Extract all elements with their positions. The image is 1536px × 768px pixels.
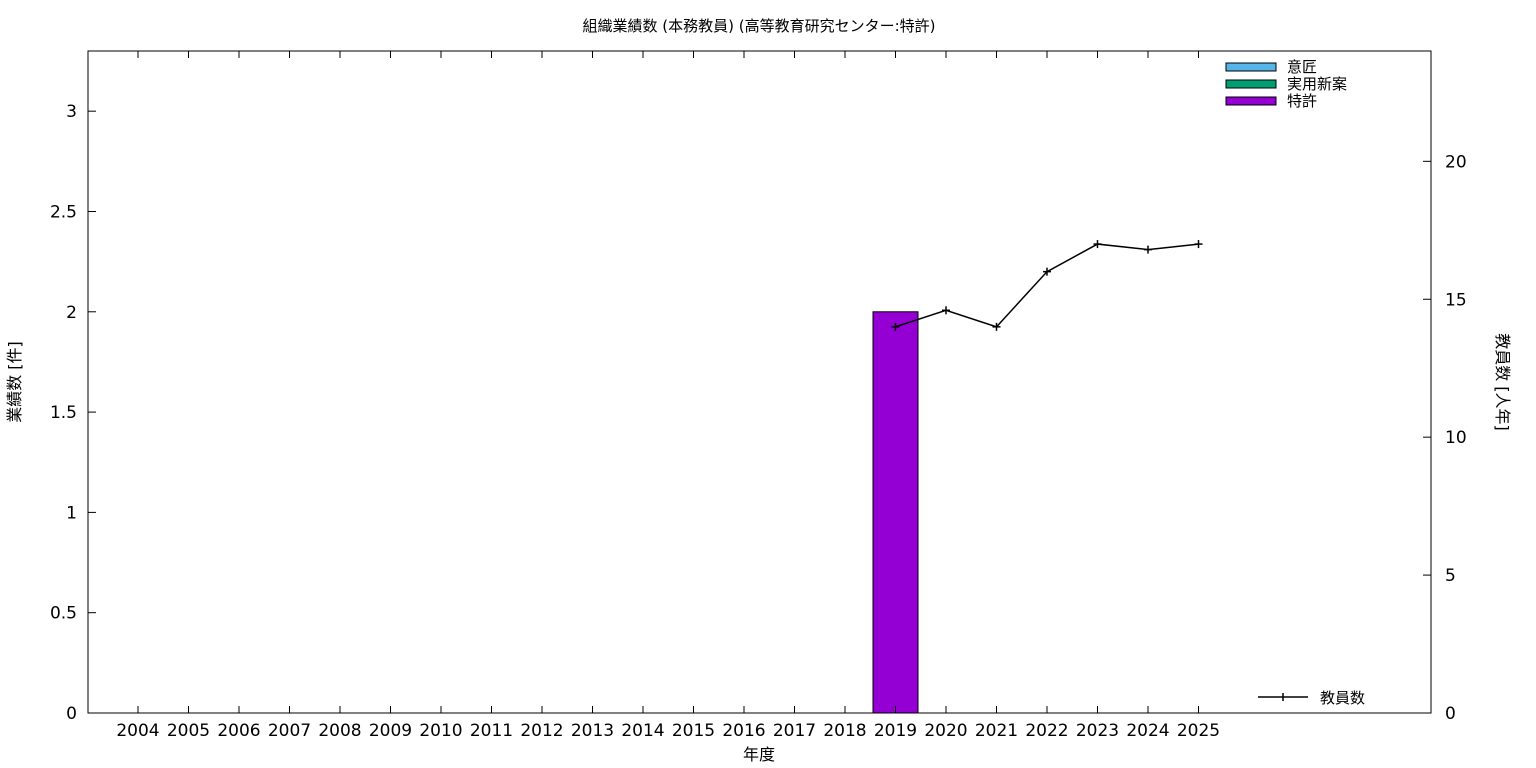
- y-tick-label: 0: [66, 704, 77, 724]
- y2-tick-label: 0: [1445, 704, 1456, 724]
- legend-label: 意匠: [1287, 58, 1317, 76]
- faculty-count-line: [895, 243, 1199, 328]
- x-tick-label: 2005: [167, 721, 210, 741]
- bar: [872, 311, 919, 714]
- x-tick-label: 2015: [672, 721, 715, 741]
- y2-axis-label: 教員数 [人年]: [1493, 333, 1512, 431]
- x-tick-label: 2013: [571, 721, 614, 741]
- x-tick-label: 2012: [520, 721, 563, 741]
- data-point: [1194, 240, 1203, 249]
- data-point: [1144, 245, 1152, 254]
- x-tick-label: 2025: [1177, 721, 1220, 741]
- x-tick-label: 2010: [419, 721, 462, 741]
- x-tick-label: 2022: [1025, 721, 1068, 741]
- legend-swatch: [1225, 79, 1277, 89]
- y2-tick-label: 5: [1445, 566, 1456, 586]
- x-tick-label: 2008: [318, 721, 361, 741]
- y-tick-label: 1: [66, 503, 77, 523]
- x-tick-label: 2024: [1126, 721, 1169, 741]
- x-tick-label: 2019: [874, 721, 917, 741]
- legend-label: 実用新案: [1287, 75, 1347, 93]
- data-point: [891, 322, 900, 331]
- x-tick-label: 2006: [217, 721, 260, 741]
- x-tick-label: 2016: [722, 721, 765, 741]
- y-tick-label: 2: [66, 303, 77, 323]
- y-tick-label: 1.5: [50, 403, 77, 423]
- x-tick-label: 2014: [621, 721, 664, 741]
- chart-title: 組織業績数 (本務教員) (高等教育研究センター:特許): [582, 17, 935, 35]
- y-axis-label: 業績数 [件]: [5, 341, 24, 423]
- x-tick-label: 2021: [975, 721, 1018, 741]
- x-tick-label: 2017: [773, 721, 816, 741]
- data-point: [1093, 240, 1102, 249]
- y-tick-label: 3: [66, 102, 77, 122]
- y2-tick-label: 15: [1445, 290, 1467, 310]
- x-tick-label: 2023: [1076, 721, 1119, 741]
- x-axis-label: 年度: [743, 745, 775, 764]
- y2-tick-label: 10: [1445, 428, 1467, 448]
- x-tick-label: 2018: [823, 721, 866, 741]
- legend-swatch: [1225, 62, 1277, 72]
- x-tick-label: 2011: [470, 721, 513, 741]
- data-point: [992, 322, 1001, 331]
- x-tick-label: 2009: [369, 721, 412, 741]
- y-tick-label: 2.5: [50, 202, 77, 222]
- y-tick-label: 0.5: [50, 604, 77, 624]
- data-point: [942, 306, 950, 315]
- x-tick-label: 2007: [268, 721, 311, 741]
- x-tick-label: 2004: [116, 721, 159, 741]
- legend-swatch: [1225, 96, 1277, 106]
- x-tick-label: 2020: [924, 721, 967, 741]
- data-point: [1043, 267, 1051, 276]
- plot-frame: [87, 50, 1432, 714]
- legend-label: 教員数: [1320, 689, 1365, 707]
- legend-label: 特許: [1287, 92, 1317, 110]
- y2-tick-label: 20: [1445, 152, 1467, 172]
